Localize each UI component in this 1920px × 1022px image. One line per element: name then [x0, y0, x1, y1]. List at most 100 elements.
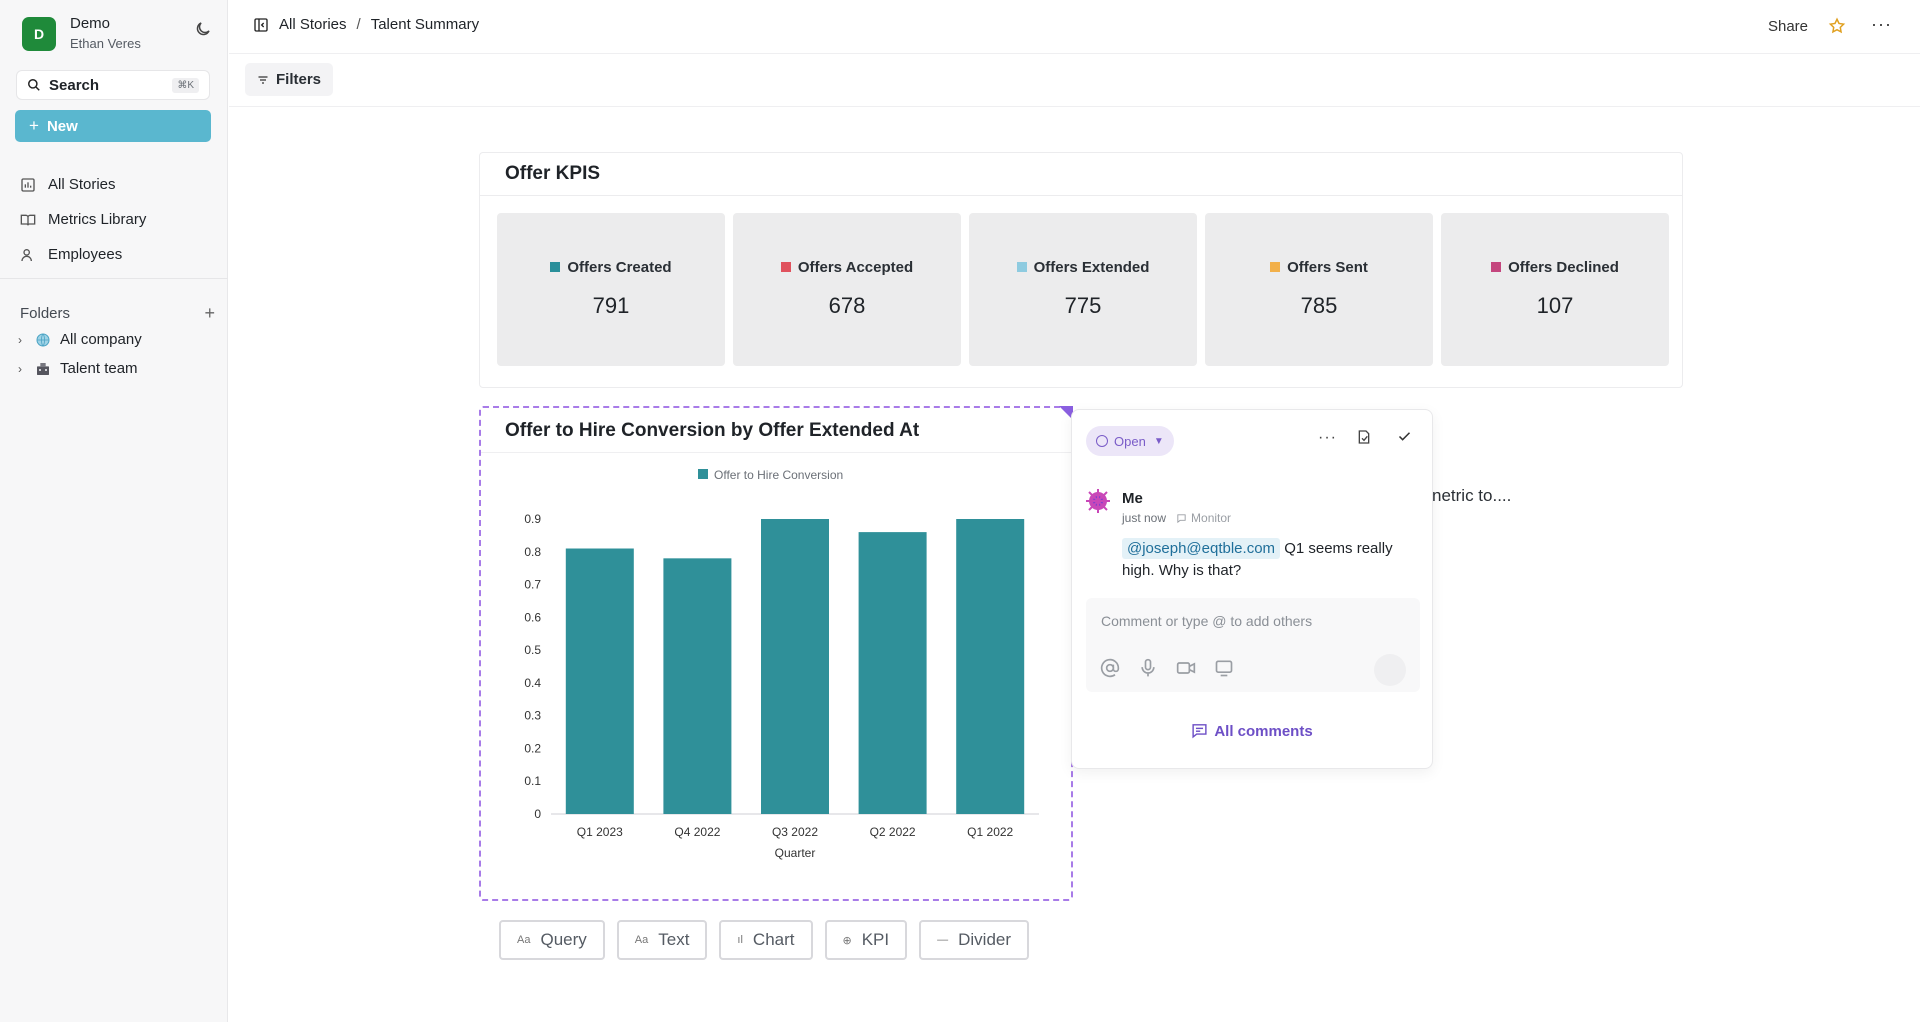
search-button[interactable]: Search ⌘K: [16, 70, 210, 100]
comment-input-placeholder: Comment or type @ to add others: [1101, 613, 1313, 629]
bar: [858, 532, 927, 814]
more-options-icon[interactable]: ···: [1871, 14, 1892, 34]
speech-bubble-icon: [1177, 513, 1186, 523]
comment-tag-label: Monitor: [1191, 511, 1232, 525]
sidebar-item-label: All Stories: [48, 176, 116, 193]
chart-card[interactable]: Offer to Hire Conversion by Offer Extend…: [479, 406, 1073, 901]
workspace-user: Ethan Veres: [70, 36, 141, 51]
kpi-tile-offers-extended[interactable]: Offers Extended 775: [969, 213, 1197, 366]
comment-marker-icon[interactable]: [1059, 406, 1073, 420]
kpi-card[interactable]: Offer KPIS Offers Created 791 Offers Acc…: [479, 152, 1683, 388]
kpi-tile-offers-created[interactable]: Offers Created 791: [497, 213, 725, 366]
all-comments-label: All comments: [1214, 723, 1313, 740]
y-tick-label: 0.3: [524, 709, 541, 723]
comment-input[interactable]: Comment or type @ to add others: [1086, 598, 1420, 692]
add-chart-button[interactable]: ıl Chart: [719, 920, 813, 960]
folders-heading: Folders: [20, 305, 71, 322]
all-comments-link[interactable]: All comments: [1072, 722, 1432, 740]
avatar: [1086, 489, 1110, 513]
filters-button[interactable]: Filters: [245, 63, 334, 96]
legend-swatch: [550, 262, 561, 272]
comment-text: Q1 seems really high. Why is that?: [1122, 540, 1393, 579]
x-axis-label: Quarter: [775, 846, 816, 860]
y-tick-label: 0.9: [524, 512, 541, 526]
workspace-avatar: D: [22, 17, 56, 51]
y-tick-label: 0.1: [524, 774, 541, 788]
breadcrumb-root[interactable]: All Stories: [279, 16, 347, 33]
kpi-card-divider: [480, 195, 1682, 196]
workspace-switcher[interactable]: D Demo Ethan Veres: [22, 15, 141, 53]
bar-chart-icon: ıl: [737, 934, 743, 946]
book-icon: [20, 214, 36, 225]
sidebar-item-label: Employees: [48, 246, 123, 263]
block-label: Text: [658, 930, 690, 949]
chart-card-divider: [481, 452, 1071, 453]
folder-talent-team[interactable]: › Talent team: [18, 360, 138, 377]
add-folder-icon[interactable]: +: [204, 303, 215, 323]
kpi-tile-offers-accepted[interactable]: Offers Accepted 678: [733, 213, 961, 366]
comment-tag: Monitor: [1176, 511, 1231, 525]
y-tick-label: 0.6: [524, 610, 541, 624]
sidebar-item-all-stories[interactable]: All Stories: [20, 167, 210, 202]
new-button[interactable]: + New: [15, 110, 211, 142]
share-button[interactable]: Share: [1767, 18, 1808, 35]
status-circle-icon: [1096, 435, 1108, 447]
star-icon[interactable]: [1828, 17, 1846, 35]
bar-chart: Offer to Hire Conversion 0 0.1 0.2 0.3 0.4 0.5…: [524, 468, 1039, 860]
chevron-right-icon[interactable]: ›: [18, 361, 22, 376]
add-query-button[interactable]: Aa Query: [499, 920, 605, 960]
legend-swatch: [780, 262, 791, 272]
add-block-toolbar: Aa Query Aa Text ıl Chart ⊕ KPI — Divider: [499, 920, 1041, 960]
globe-icon: [36, 333, 50, 346]
text-style-icon: Aa: [634, 934, 649, 946]
comment-toolbar: [1100, 658, 1234, 678]
kpi-value: 785: [1300, 293, 1338, 318]
kpi-label-text: Offers Extended: [1033, 259, 1150, 276]
document-icon[interactable]: [1356, 429, 1372, 445]
folder-all-company[interactable]: › All company: [18, 331, 142, 348]
kpi-label: Offers Accepted: [733, 259, 961, 276]
block-label: Chart: [752, 930, 795, 949]
more-options-icon[interactable]: ···: [1318, 429, 1337, 446]
add-divider-button[interactable]: — Divider: [919, 920, 1030, 960]
breadcrumb: All Stories / Talent Summary: [253, 16, 479, 33]
bar: [761, 519, 829, 814]
microphone-icon[interactable]: [1138, 658, 1158, 678]
kpi-icon: ⊕: [842, 934, 852, 947]
add-text-button[interactable]: Aa Text: [616, 920, 708, 960]
at-sign-icon[interactable]: [1100, 658, 1120, 678]
legend-swatch: [698, 469, 708, 479]
status-dropdown[interactable]: Open ▼: [1086, 426, 1174, 456]
send-button[interactable]: [1374, 654, 1406, 686]
mention-chip[interactable]: @joseph@eqtble.com: [1122, 538, 1281, 559]
kpi-tile-offers-declined[interactable]: Offers Declined 107: [1441, 213, 1669, 366]
kpi-label-text: Offers Sent: [1287, 259, 1368, 276]
y-tick-label: 0: [534, 807, 541, 821]
screen-record-icon[interactable]: [1214, 658, 1234, 678]
legend-label: Offer to Hire Conversion: [714, 468, 843, 482]
add-kpi-button[interactable]: ⊕ KPI: [824, 920, 908, 960]
kpi-label: Offers Extended: [969, 259, 1197, 276]
video-icon[interactable]: [1176, 658, 1196, 678]
y-tick-label: 0.5: [524, 643, 541, 657]
block-label: KPI: [861, 930, 890, 949]
moon-icon[interactable]: [194, 20, 212, 38]
sidebar: D Demo Ethan Veres Search ⌘K + New All S…: [0, 0, 228, 1022]
chart-title: Offer to Hire Conversion by Offer Extend…: [505, 420, 920, 441]
comment-popover: Open ▼ ··· Me just now Monitor @joseph@e…: [1071, 409, 1433, 769]
y-tick-label: 0.4: [524, 676, 541, 690]
sidebar-item-metrics-library[interactable]: Metrics Library: [20, 202, 210, 237]
kpi-card-title: Offer KPIS: [505, 163, 601, 184]
sidebar-item-employees[interactable]: Employees: [20, 237, 210, 272]
sidebar-toggle-icon[interactable]: [253, 17, 269, 33]
kpi-label-text: Offers Created: [567, 259, 672, 276]
filter-icon: [258, 75, 268, 84]
comments-icon: [1192, 724, 1207, 739]
comment-author: Me: [1122, 490, 1143, 507]
chevron-right-icon[interactable]: ›: [18, 332, 22, 347]
kpi-label-text: Offers Declined: [1508, 259, 1619, 276]
top-bar: All Stories / Talent Summary Share ···: [229, 0, 1920, 54]
folder-label: All company: [60, 331, 142, 348]
resolve-check-icon[interactable]: [1397, 429, 1412, 444]
kpi-tile-offers-sent[interactable]: Offers Sent 785: [1205, 213, 1433, 366]
